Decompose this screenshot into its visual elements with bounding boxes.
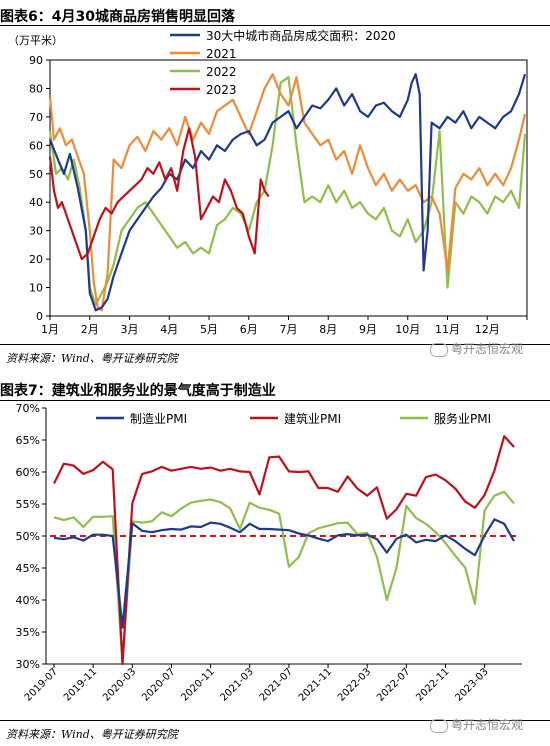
x-tick-label: 10月 <box>395 323 420 336</box>
x-tick-label: 2021-07 <box>258 666 295 703</box>
x-tick-label: 2019-11 <box>62 666 99 703</box>
y-tick-label: 60 <box>29 139 43 152</box>
chart1: （万平米） 0 10 20 30 40 50 60 70 80 90 1月 2月 3月 4月 5月 6月 7月 8月… <box>8 28 528 336</box>
wechat-icon <box>430 342 448 357</box>
series-line-srv <box>53 490 515 665</box>
y-tick-label: 65% <box>16 434 40 447</box>
y-tick-label: 10 <box>29 282 43 295</box>
y-tick-label: 30% <box>16 658 40 671</box>
y-tick-label: 90 <box>29 54 43 67</box>
legend-label-mfg: 制造业PMI <box>130 412 187 426</box>
figure2-bottom-rule <box>0 720 550 721</box>
y-tick-label: 80 <box>29 82 43 95</box>
x-tick-label: 7月 <box>280 323 298 336</box>
x-tick-label: 2019-07 <box>23 666 60 703</box>
x-tick-label: 2020-03 <box>101 666 138 703</box>
legend-label-2023: 2023 <box>206 83 237 97</box>
y-tick-label: 30 <box>29 225 43 238</box>
figure2-source: 资料来源：Wind、粤开证券研究院 <box>6 728 178 741</box>
legend-label-con: 建筑业PMI <box>284 411 341 426</box>
figure2-watermark: 粤开志恒宏观 <box>430 716 523 733</box>
y-tick-label: 45% <box>16 562 40 575</box>
y-tick-label: 35% <box>16 626 40 639</box>
x-tick-label: 2021-03 <box>219 666 256 703</box>
figure1-title: 图表6：4月30城商品房销售明显回落 <box>0 9 235 25</box>
y-axis-unit-label: （万平米） <box>8 34 63 47</box>
x-tick-label: 12月 <box>475 323 500 336</box>
y-tick-label: 20 <box>29 253 43 266</box>
figure1-watermark: 粤开志恒宏观 <box>430 340 523 357</box>
x-tick-label: 4月 <box>160 323 178 336</box>
x-tick-label: 6月 <box>240 323 258 336</box>
wechat-icon <box>430 718 448 733</box>
figure2-watermark-text: 粤开志恒宏观 <box>451 718 524 732</box>
x-tick-label: 2020-11 <box>179 666 216 703</box>
figure2-title-rule <box>0 400 550 401</box>
legend-label-srv: 服务业PMI <box>434 411 491 426</box>
x-tick-label: 11月 <box>435 323 460 336</box>
x-tick-label: 3月 <box>121 323 139 336</box>
series-line-2023 <box>48 127 270 261</box>
legend-label-2022: 2022 <box>206 65 237 79</box>
x-tick-label: 9月 <box>359 323 377 336</box>
legend-label-2020: 30大中城市商品房成交面积：2020 <box>206 28 396 43</box>
figure1-bottom-rule <box>0 344 550 345</box>
y-tick-label: 60% <box>16 466 40 479</box>
y-tick-label: 50 <box>29 168 43 181</box>
x-tick-label: 2月 <box>81 323 99 336</box>
x-tick-label: 8月 <box>319 323 337 336</box>
series-line-2021 <box>48 73 527 312</box>
y-tick-label: 70% <box>16 402 40 415</box>
x-tick-label: 2021-11 <box>297 666 334 703</box>
legend-label-2021: 2021 <box>206 47 237 61</box>
figure1-source: 资料来源：Wind、粤开证券研究院 <box>6 352 178 365</box>
x-tick-label: 2020-07 <box>140 666 177 703</box>
y-tick-label: 55% <box>16 498 40 511</box>
figure2-title: 图表7：建筑业和服务业的景气度高于制造业 <box>0 383 276 399</box>
series-line-con <box>53 435 515 666</box>
series-line-2020 <box>48 73 527 312</box>
x-tick-label: 2023-03 <box>453 666 490 703</box>
y-tick-label: 0 <box>36 310 43 323</box>
x-tick-label: 2022-03 <box>336 666 373 703</box>
chart2: 30% 35% 40% 45% 50% 55% 60% 65% 70% 2019-07 2019-1… <box>16 402 522 704</box>
figure1-title-rule <box>0 25 550 26</box>
x-tick-label: 5月 <box>200 323 218 336</box>
x-tick-label: 1月 <box>41 323 59 336</box>
x-tick-label: 2022-11 <box>414 666 451 703</box>
y-tick-label: 40 <box>29 196 43 209</box>
series-line-2022 <box>48 75 527 306</box>
series-line-mfg <box>53 518 515 629</box>
y-tick-label: 70 <box>29 111 43 124</box>
figure1-watermark-text: 粤开志恒宏观 <box>451 342 524 356</box>
x-tick-label: 2022-07 <box>375 666 412 703</box>
y-tick-label: 40% <box>16 594 40 607</box>
y-tick-label: 50% <box>16 530 40 543</box>
